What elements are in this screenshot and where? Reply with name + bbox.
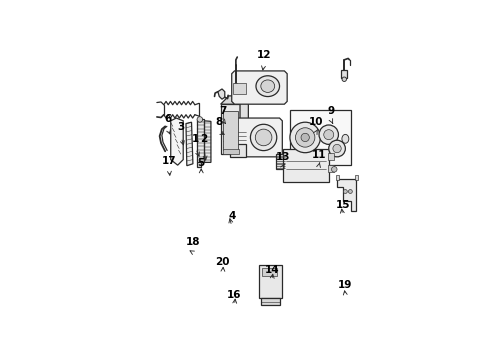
Text: 9: 9 xyxy=(328,106,335,116)
Polygon shape xyxy=(197,162,201,167)
Text: 15: 15 xyxy=(335,200,350,210)
Polygon shape xyxy=(218,89,225,99)
Polygon shape xyxy=(171,118,183,165)
Polygon shape xyxy=(259,265,282,298)
Bar xyxy=(328,153,334,159)
Bar xyxy=(223,149,239,154)
Ellipse shape xyxy=(256,76,279,96)
Polygon shape xyxy=(337,179,356,211)
Circle shape xyxy=(197,117,203,122)
Text: 7: 7 xyxy=(220,106,227,116)
Text: 2: 2 xyxy=(200,134,208,144)
Circle shape xyxy=(343,190,347,193)
Polygon shape xyxy=(240,96,248,154)
Circle shape xyxy=(290,122,320,153)
Ellipse shape xyxy=(342,134,349,143)
Circle shape xyxy=(342,77,346,81)
Text: 1: 1 xyxy=(192,134,199,144)
Polygon shape xyxy=(261,298,280,305)
Polygon shape xyxy=(232,71,287,104)
Polygon shape xyxy=(220,104,240,154)
Text: 5: 5 xyxy=(197,158,205,168)
Polygon shape xyxy=(290,110,351,165)
Text: 11: 11 xyxy=(312,150,326,160)
Text: 18: 18 xyxy=(186,238,200,247)
Bar xyxy=(328,165,334,172)
Circle shape xyxy=(332,167,337,172)
Text: 14: 14 xyxy=(265,265,279,275)
Ellipse shape xyxy=(261,80,275,93)
Circle shape xyxy=(329,140,345,157)
Polygon shape xyxy=(186,122,193,166)
Polygon shape xyxy=(197,120,204,162)
Circle shape xyxy=(319,125,339,144)
Polygon shape xyxy=(220,96,248,104)
Text: 20: 20 xyxy=(216,257,230,267)
Circle shape xyxy=(295,128,315,147)
Text: 10: 10 xyxy=(309,117,323,127)
Circle shape xyxy=(324,130,334,140)
Text: 17: 17 xyxy=(162,156,177,166)
Circle shape xyxy=(348,190,352,193)
Text: 3: 3 xyxy=(178,122,185,132)
Polygon shape xyxy=(283,149,329,182)
Text: 12: 12 xyxy=(256,50,271,60)
Bar xyxy=(341,69,347,78)
Text: 19: 19 xyxy=(338,280,353,291)
Text: 13: 13 xyxy=(276,152,290,162)
Polygon shape xyxy=(204,121,211,162)
Text: 4: 4 xyxy=(228,211,235,221)
Polygon shape xyxy=(230,144,246,157)
Bar xyxy=(223,111,238,150)
Polygon shape xyxy=(276,154,286,169)
Text: 16: 16 xyxy=(227,290,242,300)
Text: 8: 8 xyxy=(216,117,223,127)
Bar xyxy=(336,175,339,180)
Ellipse shape xyxy=(250,124,277,150)
Bar xyxy=(262,268,277,276)
Ellipse shape xyxy=(255,129,272,146)
Circle shape xyxy=(333,144,341,153)
Circle shape xyxy=(301,133,309,141)
Polygon shape xyxy=(231,118,282,157)
Text: 6: 6 xyxy=(164,114,171,124)
Bar xyxy=(355,175,358,180)
Bar xyxy=(233,84,245,94)
